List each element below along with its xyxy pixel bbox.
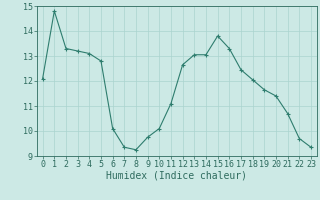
X-axis label: Humidex (Indice chaleur): Humidex (Indice chaleur) [106, 171, 247, 181]
